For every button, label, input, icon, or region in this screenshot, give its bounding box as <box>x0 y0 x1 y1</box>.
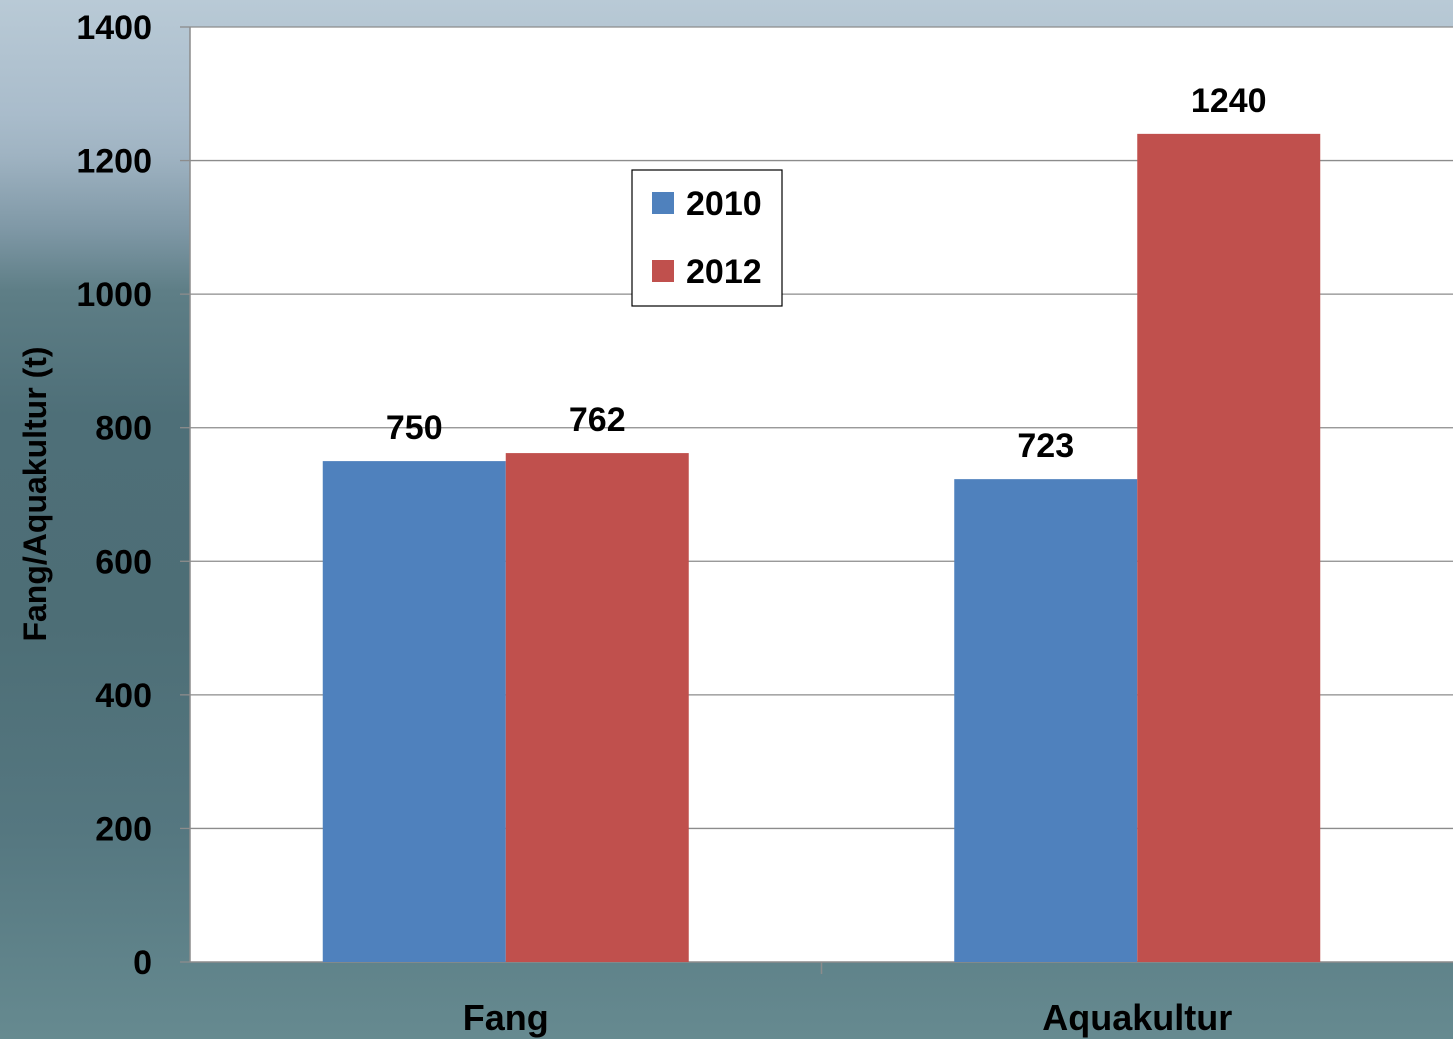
y-tick-label: 1200 <box>76 143 152 181</box>
data-label: 1240 <box>1191 82 1267 120</box>
legend-label: 2010 <box>686 185 762 223</box>
legend-swatch-2010 <box>652 192 674 214</box>
y-tick-label: 1000 <box>76 276 152 314</box>
x-tick-label: Aquakultur <box>1042 997 1232 1038</box>
x-tick-label: Fang <box>463 997 549 1038</box>
y-tick-label: 1400 <box>76 9 152 47</box>
bar-2010-aquakultur <box>954 479 1138 962</box>
legend-swatch-2012 <box>652 260 674 282</box>
bar-2012-aquakultur <box>1137 133 1321 962</box>
y-tick-label: 400 <box>95 677 152 715</box>
data-label: 762 <box>569 401 626 439</box>
y-axis-title: Fang/Aquakultur (t) <box>17 346 53 641</box>
data-label: 723 <box>1017 427 1074 465</box>
legend-label: 2012 <box>686 253 762 291</box>
bar-2012-fang <box>505 453 689 962</box>
y-tick-label: 0 <box>133 944 152 982</box>
bar-2010-fang <box>322 461 506 962</box>
y-tick-label: 600 <box>95 543 152 581</box>
y-tick-label: 800 <box>95 410 152 448</box>
data-label: 750 <box>386 409 443 447</box>
y-tick-label: 200 <box>95 810 152 848</box>
